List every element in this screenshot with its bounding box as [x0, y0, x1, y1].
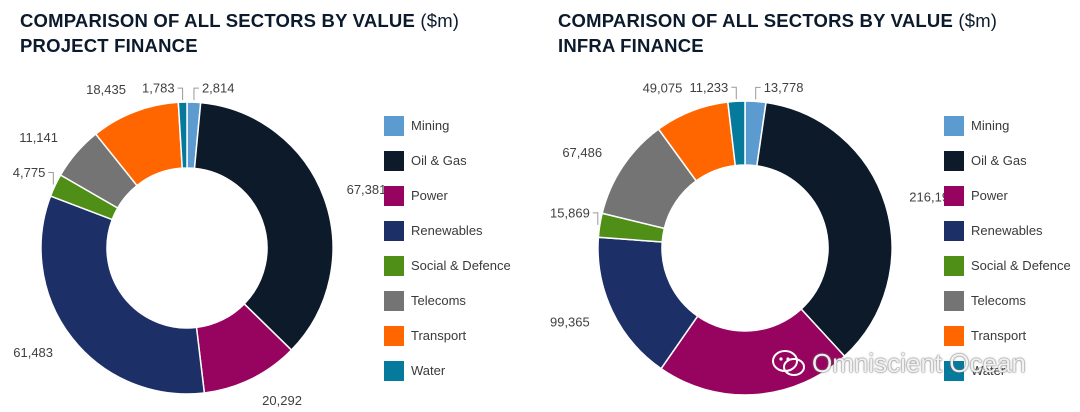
- slice-water: [726, 100, 746, 167]
- legend-swatch: [944, 150, 964, 171]
- legend-label: Social & Defence: [971, 258, 1071, 273]
- legend-swatch: [384, 325, 404, 346]
- leader-line-mining: [193, 87, 199, 101]
- title-text: COMPARISON OF ALL SECTORS BY VALUE: [20, 10, 415, 31]
- watermark: Omniscient Ocean: [772, 348, 1026, 379]
- legend-label: Power: [411, 188, 448, 203]
- data-label-water: 1,783: [142, 81, 175, 96]
- data-label-water: 11,233: [689, 80, 728, 95]
- legend-item-transport: Transport: [384, 318, 511, 353]
- legend-item-oil-and-gas: Oil & Gas: [944, 143, 1071, 178]
- legend-label: Water: [411, 363, 446, 378]
- legend-item-power: Power: [384, 178, 511, 213]
- legend-label: Renewables: [971, 223, 1043, 238]
- data-label-transport: 18,435: [86, 82, 126, 97]
- data-label-renewables: 99,365: [550, 315, 590, 330]
- legend-item-mining: Mining: [944, 108, 1071, 143]
- legend-swatch: [944, 290, 964, 311]
- leader-line-mining: [755, 86, 761, 100]
- legend-swatch: [944, 255, 964, 276]
- legend-label: Oil & Gas: [971, 153, 1027, 168]
- data-label-oil-and-gas: 67,381: [347, 182, 387, 197]
- legend-item-oil-and-gas: Oil & Gas: [384, 143, 511, 178]
- data-label-mining: 2,814: [202, 81, 235, 96]
- title-text: COMPARISON OF ALL SECTORS BY VALUE: [558, 10, 953, 31]
- data-label-social-and-defence: 4,775: [13, 165, 46, 180]
- legend-label: Water: [971, 363, 1006, 378]
- data-label-telecoms: 67,486: [562, 145, 602, 160]
- legend-swatch: [384, 115, 404, 136]
- legend-label: Mining: [971, 118, 1010, 133]
- chart-legend: Mining Oil & Gas Power Renewables Social & D…: [944, 108, 1071, 388]
- legend-swatch: [384, 220, 404, 241]
- legend-label: Transport: [411, 328, 467, 343]
- project-finance-panel: COMPARISON OF ALL SECTORS BY VALUE ($m) …: [13, 8, 511, 408]
- chart-subtitle: PROJECT FINANCE: [20, 35, 198, 56]
- legend-item-social-and-defence: Social & Defence: [944, 248, 1071, 283]
- leader-line-water: [177, 87, 184, 101]
- legend-label: Social & Defence: [411, 258, 511, 273]
- legend-swatch: [384, 360, 404, 381]
- slice-oil-and-gas: [193, 101, 334, 352]
- legend-swatch: [944, 360, 964, 381]
- wechat-icon: [772, 349, 805, 376]
- slice-oil-and-gas: [756, 101, 893, 358]
- chart-subtitle: INFRA FINANCE: [558, 35, 704, 56]
- chart-title: COMPARISON OF ALL SECTORS BY VALUE ($m) …: [558, 8, 997, 58]
- slice-renewables: [40, 195, 206, 395]
- title-unit: ($m): [958, 10, 998, 31]
- title-unit: ($m): [420, 10, 460, 31]
- legend-item-renewables: Renewables: [944, 213, 1071, 248]
- legend-item-power: Power: [944, 178, 1071, 213]
- legend-item-social-and-defence: Social & Defence: [384, 248, 511, 283]
- data-label-mining: 13,778: [764, 80, 804, 95]
- legend-swatch: [944, 220, 964, 241]
- legend-item-water: Water: [384, 353, 511, 388]
- legend-item-telecoms: Telecoms: [384, 283, 511, 318]
- legend-swatch: [384, 185, 404, 206]
- legend-swatch: [944, 115, 964, 136]
- leader-line-social-and-defence: [48, 171, 54, 185]
- legend-item-telecoms: Telecoms: [944, 283, 1071, 318]
- legend-label: Power: [971, 188, 1008, 203]
- legend-swatch: [384, 150, 404, 171]
- data-label-transport: 49,075: [643, 80, 683, 95]
- slice-water: [177, 101, 188, 169]
- legend-swatch: [944, 185, 964, 206]
- data-label-telecoms: 11,141: [19, 130, 58, 145]
- legend-swatch: [384, 290, 404, 311]
- legend-label: Telecoms: [411, 293, 466, 308]
- leader-line-social-and-defence: [592, 212, 599, 225]
- data-label-power: 20,292: [262, 393, 302, 408]
- legend-swatch: [944, 325, 964, 346]
- data-label-social-and-defence: 15,869: [550, 205, 590, 220]
- watermark-text: Omniscient Ocean: [812, 348, 1026, 378]
- chart-title: COMPARISON OF ALL SECTORS BY VALUE ($m) …: [20, 8, 459, 58]
- legend-label: Renewables: [411, 223, 483, 238]
- project-finance-donut: 2,814 67,381 20,292 61,483 4,775 11,141 18,435…: [13, 81, 387, 408]
- data-label-renewables: 61,483: [13, 345, 53, 360]
- legend-item-mining: Mining: [384, 108, 511, 143]
- legend-label: Mining: [411, 118, 450, 133]
- legend-label: Transport: [971, 328, 1027, 343]
- legend-item-water: Water: [944, 353, 1071, 388]
- legend-label: Oil & Gas: [411, 153, 467, 168]
- legend-item-transport: Transport: [944, 318, 1071, 353]
- leader-line-water: [731, 86, 737, 100]
- legend-swatch: [384, 255, 404, 276]
- legend-label: Telecoms: [971, 293, 1026, 308]
- chart-legend: Mining Oil & Gas Power Renewables Social & D…: [384, 108, 511, 388]
- legend-item-renewables: Renewables: [384, 213, 511, 248]
